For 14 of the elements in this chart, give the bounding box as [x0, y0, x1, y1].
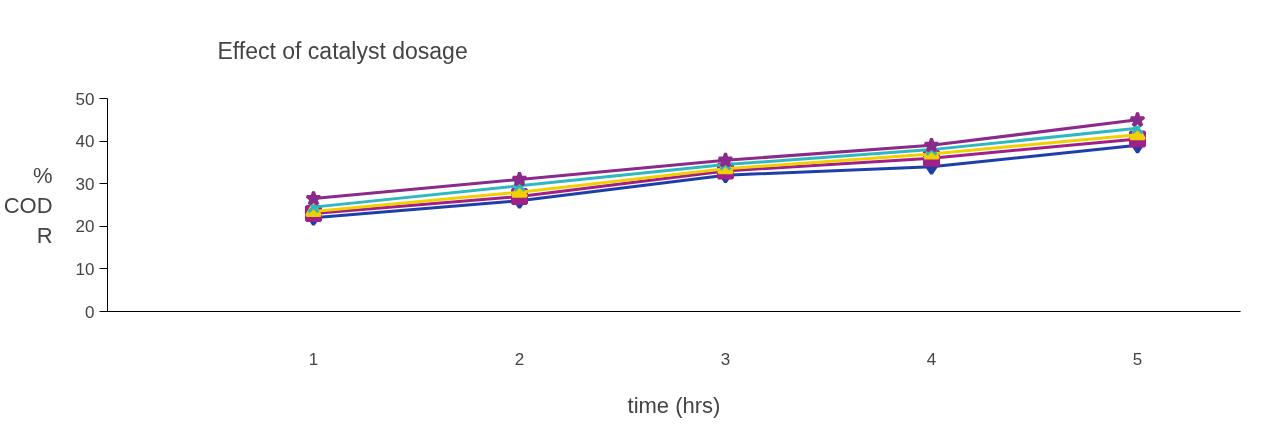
- y-tick-label: 50: [75, 89, 95, 109]
- y-tick-label: 20: [75, 217, 95, 237]
- y-tick-label: 30: [75, 174, 95, 194]
- y-axis-title: % COD R: [3, 162, 53, 248]
- y-tick-label: 10: [75, 259, 95, 279]
- x-tick-label: 2: [514, 349, 525, 369]
- x-tick-label: 1: [308, 349, 319, 369]
- x-tick-label: 4: [926, 349, 937, 369]
- y-tick-label: 40: [75, 132, 95, 152]
- chart-title: Effect of catalyst dosage: [217, 37, 468, 64]
- y-tick-label: 0: [85, 302, 95, 322]
- x-axis-title: time (hrs): [627, 392, 721, 418]
- x-tick-label: 3: [720, 349, 731, 369]
- x-tick-label: 5: [1132, 349, 1143, 369]
